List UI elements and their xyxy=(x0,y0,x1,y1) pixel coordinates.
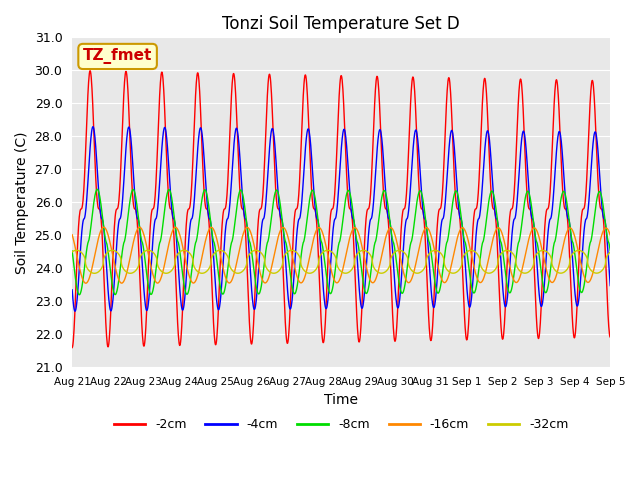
-8cm xyxy=(76,292,83,298)
-8cm xyxy=(249,258,257,264)
-4cm xyxy=(175,282,183,288)
-8cm xyxy=(175,246,183,252)
-16cm xyxy=(496,226,504,231)
-8cm xyxy=(189,261,196,266)
-16cm xyxy=(607,232,614,238)
-8cm xyxy=(496,234,504,240)
-4cm xyxy=(543,242,551,248)
-4cm xyxy=(607,283,614,288)
-4cm xyxy=(496,239,504,244)
-32cm xyxy=(73,247,81,253)
-2cm xyxy=(86,68,94,73)
-4cm xyxy=(89,124,97,130)
-2cm xyxy=(248,337,256,343)
-8cm xyxy=(543,288,551,293)
Y-axis label: Soil Temperature (C): Soil Temperature (C) xyxy=(15,131,29,274)
-16cm xyxy=(543,269,551,275)
-8cm xyxy=(607,248,614,253)
-8cm xyxy=(426,240,433,245)
-32cm xyxy=(607,249,614,255)
-4cm xyxy=(71,308,79,314)
-2cm xyxy=(495,287,503,292)
-16cm xyxy=(189,280,196,286)
-2cm xyxy=(607,334,614,340)
-4cm xyxy=(249,300,257,305)
-4cm xyxy=(426,260,433,266)
-8cm xyxy=(68,248,76,254)
Line: -8cm: -8cm xyxy=(72,189,611,295)
-4cm xyxy=(189,214,196,219)
-16cm xyxy=(100,224,108,230)
-32cm xyxy=(249,248,257,254)
-2cm xyxy=(543,207,550,213)
-2cm xyxy=(188,173,196,179)
-16cm xyxy=(426,228,433,234)
-16cm xyxy=(249,237,257,242)
Line: -16cm: -16cm xyxy=(72,227,611,283)
-16cm xyxy=(68,232,76,238)
Title: Tonzi Soil Temperature Set D: Tonzi Soil Temperature Set D xyxy=(222,15,460,33)
Line: -32cm: -32cm xyxy=(72,250,611,273)
-32cm xyxy=(189,255,196,261)
Text: TZ_fmet: TZ_fmet xyxy=(83,48,152,64)
-16cm xyxy=(82,280,90,286)
-8cm xyxy=(93,186,101,192)
-32cm xyxy=(426,251,433,256)
-2cm xyxy=(425,319,433,324)
-4cm xyxy=(68,287,76,293)
-32cm xyxy=(175,249,183,255)
Line: -4cm: -4cm xyxy=(72,127,611,311)
-32cm xyxy=(496,253,504,259)
Line: -2cm: -2cm xyxy=(72,71,611,348)
-32cm xyxy=(68,249,76,255)
-2cm xyxy=(68,345,76,350)
X-axis label: Time: Time xyxy=(324,393,358,407)
-16cm xyxy=(175,231,183,237)
-32cm xyxy=(543,249,551,255)
-2cm xyxy=(175,340,183,346)
Legend: -2cm, -4cm, -8cm, -16cm, -32cm: -2cm, -4cm, -8cm, -16cm, -32cm xyxy=(109,413,573,436)
-32cm xyxy=(90,270,98,276)
